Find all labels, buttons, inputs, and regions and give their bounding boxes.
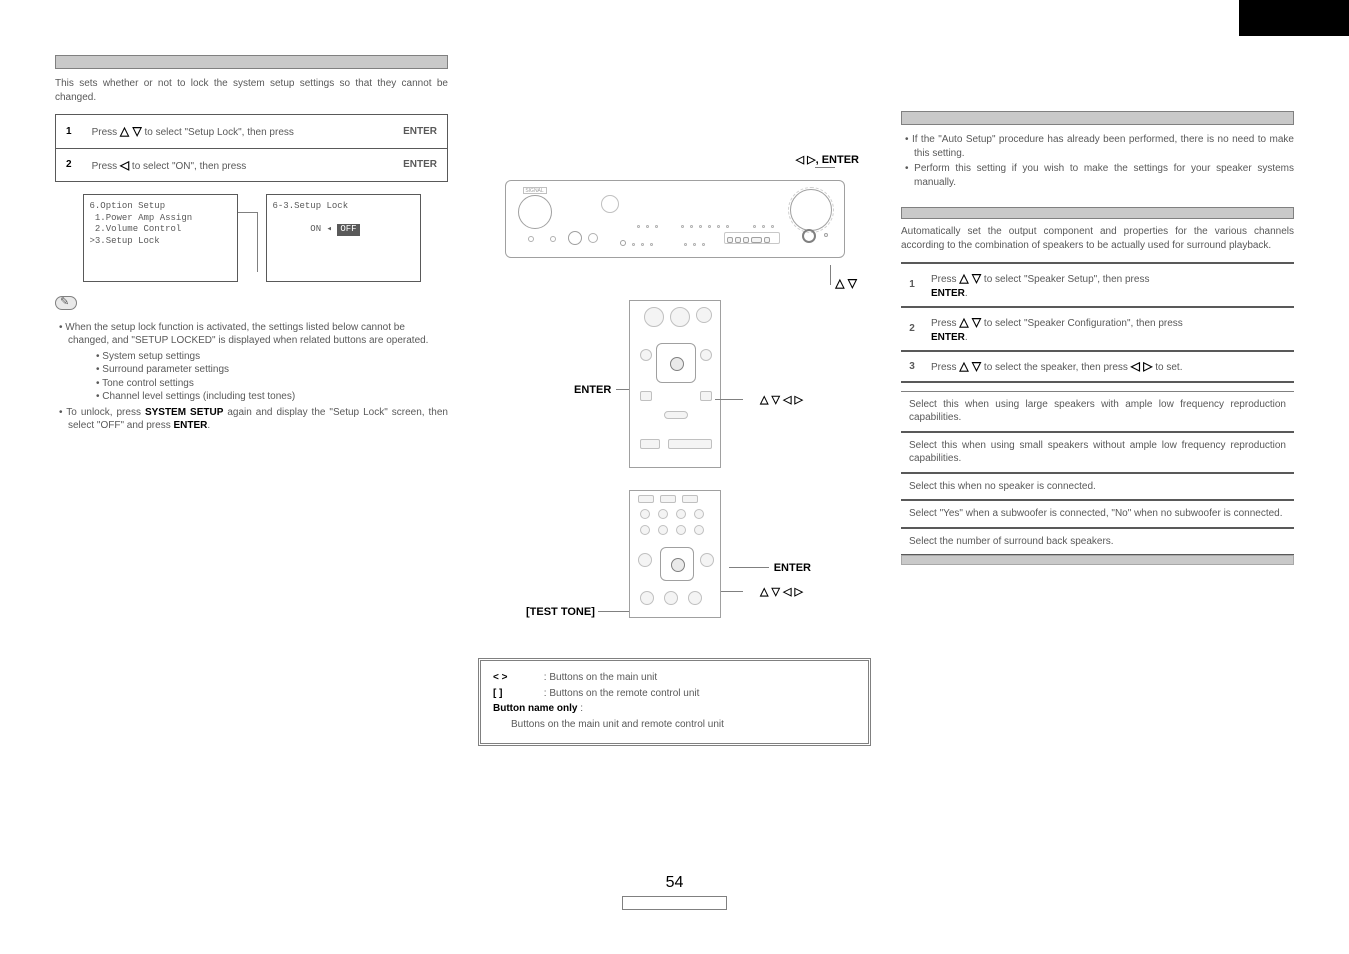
note-sub-4: Channel level settings (including test t… [96, 390, 448, 404]
osd-screen-1: 6.Option Setup 1.Power Amp Assign 2.Volu… [83, 194, 238, 282]
middle-column: ◁ ▷, ENTER SIGNAL △ ▽ ENTE [478, 55, 871, 746]
note-2-b: SYSTEM SETUP [145, 407, 223, 418]
opt-large: Select this when using large speakers wi… [901, 391, 1294, 432]
right-step-1: 1 Press △ ▽ to select "Speaker Setup", t… [901, 263, 1294, 307]
legend-val-3: : [577, 703, 583, 714]
screen-connector-line [238, 212, 258, 272]
right-step-1-num: 1 [901, 263, 923, 307]
remote2-testtone-label: [TEST TONE] [526, 605, 595, 620]
right-step-2-num: 2 [901, 307, 923, 351]
right-bullet-1: If the "Auto Setup" procedure has alread… [905, 133, 1294, 160]
note-2-a: To unlock, press [66, 407, 145, 418]
remote-diagram-1 [629, 300, 721, 468]
remote1-arrows-line [715, 399, 743, 400]
note-sub-1: System setup settings [96, 350, 448, 364]
remote2-enter-line [729, 567, 769, 568]
step-2-triangle: ◁ [120, 158, 129, 172]
remote1-enter-label: ENTER [574, 383, 611, 398]
right-bullet-2: Perform this setting if you wish to make… [905, 162, 1294, 189]
note-2-d: ENTER [173, 420, 207, 431]
remote2-arrows-label: △ ▽ ◁ ▷ [760, 585, 803, 600]
right-step-3: 3 Press △ ▽ to select the speaker, then … [901, 351, 1294, 382]
page-number-box [622, 896, 727, 910]
setup-lock-steps-table: 1 Press △ ▽ to select "Setup Lock", then… [55, 114, 448, 182]
section-heading-bar-right-1 [901, 111, 1294, 125]
legend-key-3: Button name only [493, 703, 577, 714]
front-panel-diagram: SIGNAL [505, 180, 845, 258]
remote2-enter-label: ENTER [774, 561, 811, 576]
osd-screens: 6.Option Setup 1.Power Amp Assign 2.Volu… [55, 194, 448, 282]
step-row-1: 1 Press △ ▽ to select "Setup Lock", then… [56, 115, 448, 149]
speaker-setup-steps-table: 1 Press △ ▽ to select "Speaker Setup", t… [901, 262, 1294, 383]
opt-sbk: Select the number of surround back speak… [901, 528, 1294, 556]
page-footer: 54 [0, 872, 1349, 914]
page-number: 54 [0, 872, 1349, 894]
step-1-text-a: Press [92, 127, 120, 138]
callout-line-tri [830, 265, 831, 285]
note-sub-2: Surround parameter settings [96, 363, 448, 377]
right-column: If the "Auto Setup" procedure has alread… [901, 55, 1294, 746]
osd-screen-2: 6-3.Setup Lock ON ◂ OFF [266, 194, 421, 282]
table-footer-bar [901, 555, 1294, 565]
page-corner-tab [1239, 0, 1349, 36]
opt-small: Select this when using small speakers wi… [901, 432, 1294, 473]
note-2-e: . [207, 420, 210, 431]
legend-val-3b: Buttons on the main unit and remote cont… [511, 719, 724, 730]
speaker-option-table: Select this when using large speakers wi… [901, 391, 1294, 557]
opt-subwoofer: Select "Yes" when a subwoofer is connect… [901, 500, 1294, 528]
step-2-enter: ENTER [376, 148, 448, 182]
right-intro-bullets: If the "Auto Setup" procedure has alread… [905, 133, 1294, 189]
signal-badge: SIGNAL [523, 187, 547, 194]
note-sub-3: Tone control settings [96, 377, 448, 391]
step-2-text-a: Press [92, 161, 120, 172]
auto-setup-intro: Automatically set the output component a… [901, 225, 1294, 252]
legend-val-2: : Buttons on the remote control unit [544, 688, 700, 699]
left-column: This sets whether or not to lock the sys… [55, 55, 448, 746]
callout-line-top [815, 167, 835, 168]
right-step-3-num: 3 [901, 351, 923, 382]
right-step-2: 2 Press △ ▽ to select "Speaker Configura… [901, 307, 1294, 351]
section-heading-bar-left [55, 55, 448, 69]
section-heading-bar-right-2 [901, 207, 1294, 219]
step-1-enter: ENTER [376, 115, 448, 149]
legend-key-1: < > [493, 671, 541, 685]
legend-val-1: : Buttons on the main unit [544, 672, 657, 683]
cursor-enter-label: ◁ ▷, ENTER [796, 153, 859, 168]
opt-none: Select this when no speaker is connected… [901, 473, 1294, 501]
button-legend-box: < > : Buttons on the main unit [ ] : But… [478, 658, 871, 746]
remote-diagram-2 [629, 490, 721, 618]
setup-lock-intro: This sets whether or not to lock the sys… [55, 77, 448, 104]
remote2-arrows-line [721, 591, 743, 592]
note-icon [55, 296, 77, 310]
step-row-2: 2 Press ◁ to select "ON", then press ENT… [56, 148, 448, 182]
legend-key-2: [ ] [493, 687, 541, 701]
triangle-label: △ ▽ [835, 275, 857, 291]
step-2-text-b: to select "ON", then press [132, 161, 246, 172]
page-content: This sets whether or not to lock the sys… [0, 0, 1349, 746]
step-1-text-b: to select "Setup Lock", then press [144, 127, 293, 138]
setup-lock-notes: When the setup lock function is activate… [59, 321, 448, 433]
note-1-text: When the setup lock function is activate… [65, 322, 428, 347]
step-1-number: 1 [66, 126, 72, 137]
remote1-arrows-label: △ ▽ ◁ ▷ [760, 393, 803, 408]
step-1-triangles: △ ▽ [120, 124, 142, 138]
step-2-number: 2 [66, 159, 72, 170]
